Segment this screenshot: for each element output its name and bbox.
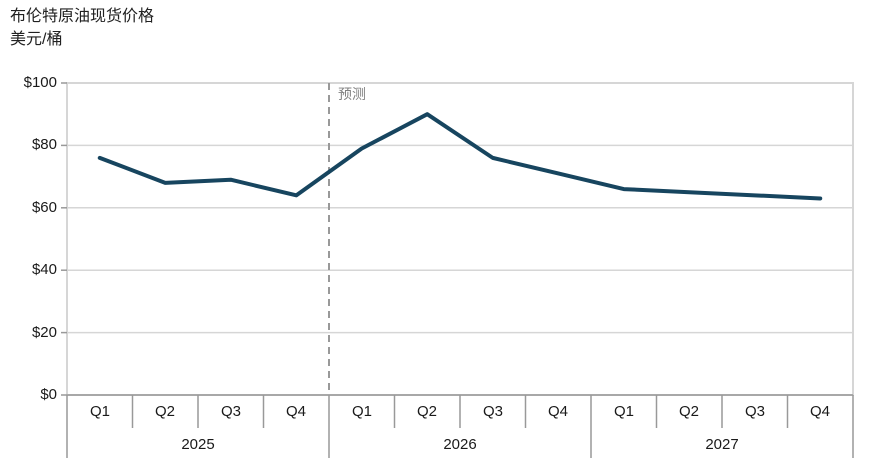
year-label: 2026 — [443, 436, 477, 453]
chart-title: 布伦特原油现货价格 — [10, 8, 155, 25]
quarter-label: Q3 — [220, 403, 241, 420]
forecast-label: 预测 — [338, 86, 366, 102]
y-tick-label: $20 — [31, 324, 57, 341]
quarter-label: Q1 — [613, 403, 634, 420]
quarter-label: Q4 — [547, 403, 568, 420]
year-label: 2025 — [181, 436, 215, 453]
quarter-label: Q1 — [351, 403, 372, 420]
quarter-label: Q1 — [89, 403, 110, 420]
price-line — [97, 112, 823, 201]
y-tick-label: $40 — [31, 261, 57, 278]
y-tick-label: $100 — [23, 74, 57, 91]
quarter-label: Q3 — [482, 403, 503, 420]
chart-subtitle: 美元/桶 — [10, 31, 63, 48]
quarter-label: Q2 — [678, 403, 699, 420]
y-tick-label: $80 — [31, 136, 57, 153]
y-tick-label: $60 — [31, 199, 57, 216]
quarter-label: Q2 — [154, 403, 175, 420]
quarter-label: Q4 — [285, 403, 306, 420]
plot-frame — [66, 82, 854, 396]
year-label: 2027 — [705, 436, 739, 453]
quarter-label: Q2 — [416, 403, 437, 420]
quarter-label: Q4 — [809, 403, 830, 420]
y-tick-label: $0 — [40, 386, 57, 403]
quarter-label: Q3 — [744, 403, 765, 420]
